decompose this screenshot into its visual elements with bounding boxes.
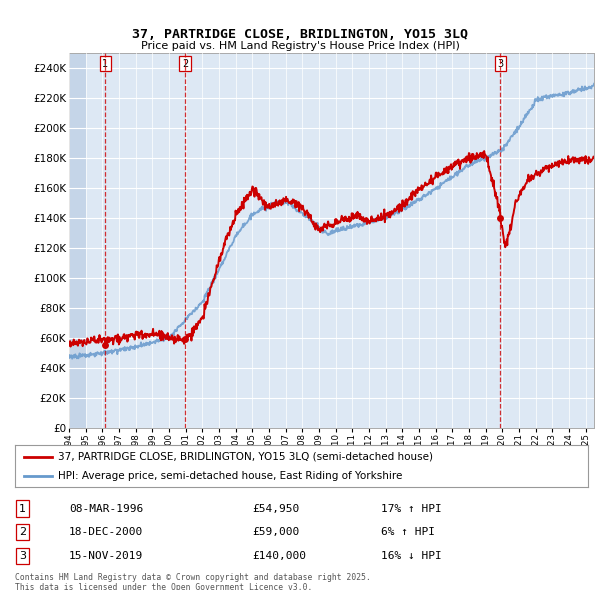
Text: £140,000: £140,000 — [252, 551, 306, 560]
Bar — [69, 53, 86, 428]
Text: HPI: Average price, semi-detached house, East Riding of Yorkshire: HPI: Average price, semi-detached house,… — [58, 471, 403, 481]
Text: 16% ↓ HPI: 16% ↓ HPI — [381, 551, 442, 560]
Text: 3: 3 — [497, 58, 503, 68]
Text: 17% ↑ HPI: 17% ↑ HPI — [381, 504, 442, 513]
Text: 15-NOV-2019: 15-NOV-2019 — [69, 551, 143, 560]
Text: 08-MAR-1996: 08-MAR-1996 — [69, 504, 143, 513]
Text: 37, PARTRIDGE CLOSE, BRIDLINGTON, YO15 3LQ: 37, PARTRIDGE CLOSE, BRIDLINGTON, YO15 3… — [132, 28, 468, 41]
Text: 3: 3 — [19, 551, 26, 560]
Text: 2: 2 — [19, 527, 26, 537]
Text: 1: 1 — [19, 504, 26, 513]
Text: 1: 1 — [102, 58, 108, 68]
Text: Contains HM Land Registry data © Crown copyright and database right 2025.
This d: Contains HM Land Registry data © Crown c… — [15, 573, 371, 590]
Text: Price paid vs. HM Land Registry's House Price Index (HPI): Price paid vs. HM Land Registry's House … — [140, 41, 460, 51]
Text: £59,000: £59,000 — [252, 527, 299, 537]
Text: 6% ↑ HPI: 6% ↑ HPI — [381, 527, 435, 537]
Text: 37, PARTRIDGE CLOSE, BRIDLINGTON, YO15 3LQ (semi-detached house): 37, PARTRIDGE CLOSE, BRIDLINGTON, YO15 3… — [58, 451, 433, 461]
Text: 2: 2 — [182, 58, 188, 68]
Text: £54,950: £54,950 — [252, 504, 299, 513]
Text: 18-DEC-2000: 18-DEC-2000 — [69, 527, 143, 537]
